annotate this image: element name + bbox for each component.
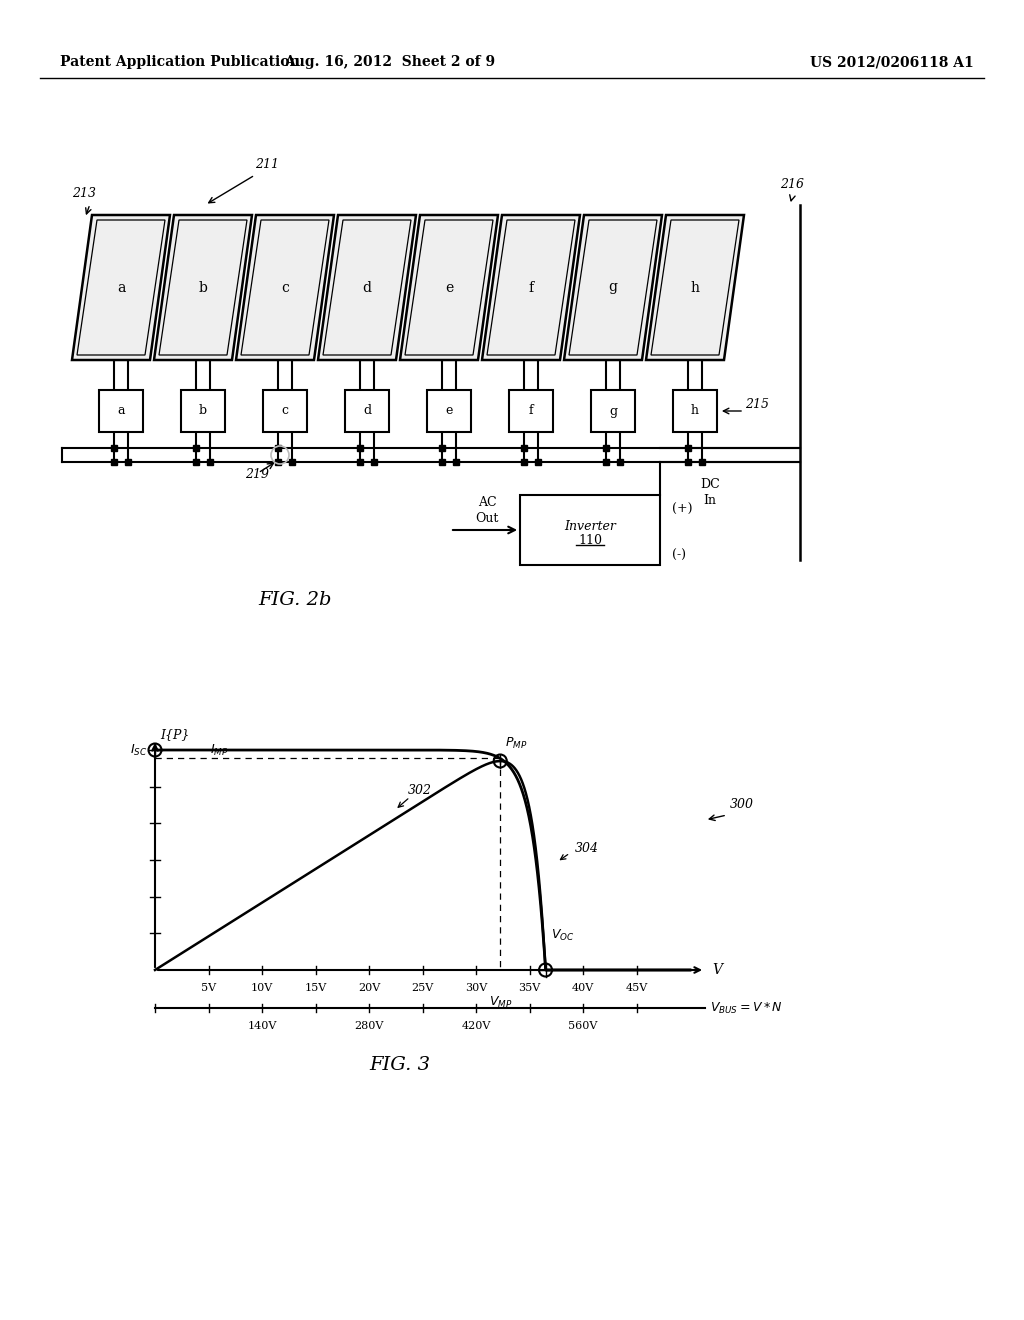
Text: e: e [444, 281, 454, 294]
Text: 15V: 15V [304, 983, 327, 993]
Text: a: a [118, 404, 125, 417]
Text: 30V: 30V [465, 983, 487, 993]
Text: f: f [528, 281, 534, 294]
Text: AC
Out: AC Out [475, 495, 499, 524]
Text: I{P}: I{P} [160, 729, 189, 742]
Text: $P_{MP}$: $P_{MP}$ [505, 735, 527, 751]
Bar [509, 389, 553, 432]
Text: $V_{BUS}=V*N$: $V_{BUS}=V*N$ [710, 1001, 783, 1015]
Text: 213: 213 [72, 187, 96, 201]
Text: 216: 216 [780, 178, 804, 191]
Text: a: a [117, 281, 125, 294]
Text: 5V: 5V [201, 983, 216, 993]
Text: (-): (-) [672, 549, 686, 561]
Polygon shape [72, 215, 170, 360]
Text: h: h [690, 281, 699, 294]
Polygon shape [154, 215, 252, 360]
Polygon shape [236, 215, 334, 360]
Text: c: c [281, 281, 289, 294]
Bar [591, 389, 635, 432]
Text: 219: 219 [245, 469, 269, 480]
Bar [181, 389, 225, 432]
Bar [345, 389, 389, 432]
Text: (+): (+) [672, 503, 692, 516]
Text: V: V [712, 964, 722, 977]
Text: 45V: 45V [626, 983, 647, 993]
Polygon shape [646, 215, 744, 360]
Polygon shape [564, 215, 662, 360]
Text: 560V: 560V [568, 1020, 598, 1031]
Text: $I_{MP}$: $I_{MP}$ [210, 743, 228, 758]
Text: 140V: 140V [248, 1020, 276, 1031]
Text: e: e [445, 404, 453, 417]
Text: 25V: 25V [412, 983, 433, 993]
Text: FIG. 2b: FIG. 2b [258, 591, 332, 609]
Text: h: h [691, 404, 699, 417]
Text: $V_{MP}$: $V_{MP}$ [488, 994, 512, 1010]
Text: 420V: 420V [462, 1020, 490, 1031]
Text: d: d [362, 281, 372, 294]
Text: 280V: 280V [354, 1020, 384, 1031]
Text: $V_{OC}$: $V_{OC}$ [551, 928, 574, 942]
Text: 20V: 20V [357, 983, 380, 993]
Text: Patent Application Publication: Patent Application Publication [60, 55, 300, 69]
Text: 211: 211 [255, 158, 279, 172]
Text: b: b [199, 281, 208, 294]
Text: FIG. 3: FIG. 3 [370, 1056, 430, 1074]
Text: US 2012/0206118 A1: US 2012/0206118 A1 [810, 55, 974, 69]
Text: 215: 215 [745, 399, 769, 411]
Bar [263, 389, 307, 432]
Text: f: f [528, 404, 534, 417]
Polygon shape [318, 215, 416, 360]
Text: b: b [199, 404, 207, 417]
Polygon shape [482, 215, 580, 360]
Polygon shape [400, 215, 498, 360]
Text: 10V: 10V [251, 983, 273, 993]
Text: g: g [608, 281, 617, 294]
Bar [427, 389, 471, 432]
Text: $I_{SC}$: $I_{SC}$ [130, 742, 147, 758]
Text: g: g [609, 404, 617, 417]
Text: 302: 302 [408, 784, 432, 796]
Text: 300: 300 [730, 799, 754, 812]
Text: DC
In: DC In [700, 478, 720, 507]
Text: Aug. 16, 2012  Sheet 2 of 9: Aug. 16, 2012 Sheet 2 of 9 [285, 55, 496, 69]
Text: 304: 304 [575, 842, 599, 854]
Text: d: d [362, 404, 371, 417]
Text: c: c [282, 404, 289, 417]
Text: Inverter: Inverter [564, 520, 616, 532]
Bar [99, 389, 143, 432]
Text: 40V: 40V [571, 983, 594, 993]
Bar [673, 389, 717, 432]
Text: 35V: 35V [518, 983, 541, 993]
Text: 110: 110 [578, 535, 602, 548]
Bar [520, 495, 660, 565]
